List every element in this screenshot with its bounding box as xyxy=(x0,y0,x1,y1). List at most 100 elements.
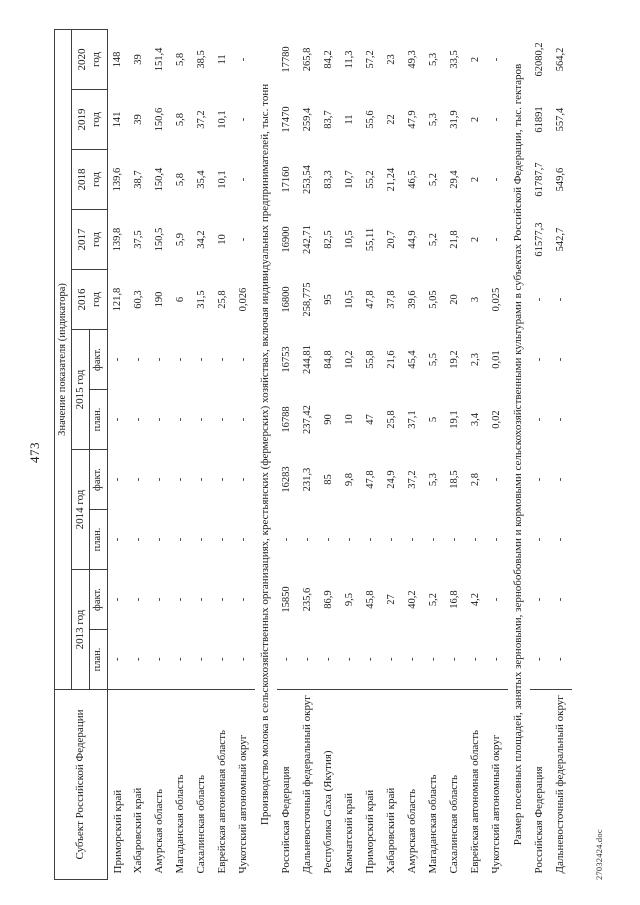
value-cell: - xyxy=(280,657,292,662)
value-cell: 0,01 xyxy=(490,350,502,369)
region-name: Магаданская область xyxy=(170,689,192,880)
value-cell: 2 xyxy=(469,56,481,63)
value-cell: 21,24 xyxy=(385,167,397,192)
value-cell: - xyxy=(406,657,418,662)
value-cell: - xyxy=(406,537,418,542)
value-cell: 84,2 xyxy=(322,50,334,69)
value-cell: - xyxy=(490,477,502,482)
value-cell: 61577,3 xyxy=(533,222,545,257)
value-cell: 549,6 xyxy=(554,167,566,192)
region-name: Камчатский край xyxy=(339,689,361,880)
table-row: Магаданская область - - - - - - 6 5,9 5,8 5,8 5,8 xyxy=(170,29,192,880)
value-cell: - xyxy=(237,477,249,482)
value-cell: 38,5 xyxy=(195,50,207,69)
indicator-header: Значение показателя (индикатора) xyxy=(54,29,72,690)
table-row: Российская Федерация - - - - - - - 61577,3 61787,… xyxy=(529,29,551,880)
value-cell: 16788 xyxy=(280,406,292,433)
value-cell: - xyxy=(490,597,502,602)
table-row: Амурская область - 40,2 - 37,2 37,1 45,4 39,6 44… xyxy=(402,29,424,880)
value-cell: - xyxy=(195,657,207,662)
value-cell: - xyxy=(427,657,439,662)
value-cell: - xyxy=(554,357,566,362)
value-cell: 2 xyxy=(469,236,481,243)
value-cell: 20 xyxy=(448,294,460,305)
subject-column-header: Субъект Российской Федерации xyxy=(54,689,108,880)
table-row: Приморский край - 45,8 - 47,8 47 55,8 47,8 55,11… xyxy=(360,29,382,880)
region-name: Еврейская автономная область xyxy=(212,689,234,880)
value-cell: - xyxy=(554,477,566,482)
value-cell: 557,4 xyxy=(554,107,566,132)
section-row: Размер посевных площадей, занятых зернов… xyxy=(508,29,530,879)
value-cell: - xyxy=(448,537,460,542)
plan-subheader: план. xyxy=(89,509,108,570)
value-cell: - xyxy=(153,657,165,662)
value-cell: 231,3 xyxy=(301,467,313,492)
value-cell: - xyxy=(132,597,144,602)
region-name: Приморский край xyxy=(360,689,382,880)
value-cell: 31,5 xyxy=(195,290,207,309)
value-cell: - xyxy=(554,417,566,422)
value-cell: - xyxy=(153,597,165,602)
value-cell: - xyxy=(364,657,376,662)
value-cell: 5 xyxy=(427,416,439,423)
value-cell: - xyxy=(533,597,545,602)
value-cell: 5,2 xyxy=(427,232,439,247)
value-cell: 5,3 xyxy=(427,112,439,127)
value-cell: 57,2 xyxy=(364,50,376,69)
value-cell: - xyxy=(174,657,186,662)
value-cell: 47,9 xyxy=(406,110,418,129)
value-cell: 190 xyxy=(153,291,165,308)
value-cell: 46,5 xyxy=(406,170,418,189)
value-cell: 15850 xyxy=(280,586,292,613)
value-cell: - xyxy=(174,597,186,602)
value-cell: 9,5 xyxy=(343,592,355,607)
value-cell: 139,8 xyxy=(111,227,123,252)
region-name: Российская Федерация xyxy=(529,689,551,880)
table-row: Хабаровский край - - - - - - 60,3 37,5 38,7 39 39 xyxy=(128,29,150,880)
value-cell: 37,5 xyxy=(132,230,144,249)
value-cell: - xyxy=(237,57,249,62)
value-cell: - xyxy=(554,597,566,602)
value-cell: - xyxy=(322,657,334,662)
region-name: Дальневосточный федеральный округ xyxy=(297,689,319,880)
value-cell: - xyxy=(280,537,292,542)
value-cell: - xyxy=(427,537,439,542)
value-cell: - xyxy=(343,537,355,542)
value-cell: 19,1 xyxy=(448,410,460,429)
table-row: Чукотский автономный округ - - - - - - 0,026 - - -… xyxy=(233,29,255,880)
value-cell: - xyxy=(237,117,249,122)
value-cell: 4,2 xyxy=(469,592,481,607)
value-cell: 5,5 xyxy=(427,352,439,367)
value-cell: 24,9 xyxy=(385,470,397,489)
value-cell: - xyxy=(132,657,144,662)
value-cell: 55,2 xyxy=(364,170,376,189)
value-cell: 17470 xyxy=(280,106,292,133)
value-cell: - xyxy=(153,357,165,362)
value-cell: 3 xyxy=(469,296,481,303)
value-cell: 86,9 xyxy=(322,590,334,609)
value-cell: 139,6 xyxy=(111,167,123,192)
section-title: Размер посевных площадей, занятых зернов… xyxy=(511,63,524,846)
year-header-2013: 2013 год xyxy=(71,569,90,690)
value-cell: 22 xyxy=(385,114,397,125)
value-cell: 84,8 xyxy=(322,350,334,369)
table-row: Чукотский автономный округ - - - - 0,02 0,01 0,… xyxy=(486,29,508,880)
value-cell: 95 xyxy=(322,294,334,305)
fact-subheader: факт. xyxy=(89,569,108,630)
value-cell: 150,4 xyxy=(153,167,165,192)
region-name: Сахалинская область xyxy=(191,689,213,880)
value-cell: - xyxy=(237,657,249,662)
value-cell: 10,5 xyxy=(343,290,355,309)
table-row: Российская Федерация - 15850 - 16283 16788 167… xyxy=(276,29,298,880)
value-cell: 55,8 xyxy=(364,350,376,369)
value-cell: 34,2 xyxy=(195,230,207,249)
region-name: Российская Федерация xyxy=(276,689,298,880)
value-cell: 21,8 xyxy=(448,230,460,249)
value-cell: 2 xyxy=(469,176,481,183)
value-cell: - xyxy=(554,537,566,542)
value-cell: - xyxy=(533,297,545,302)
value-cell: - xyxy=(554,297,566,302)
value-cell: 0,025 xyxy=(490,287,502,312)
